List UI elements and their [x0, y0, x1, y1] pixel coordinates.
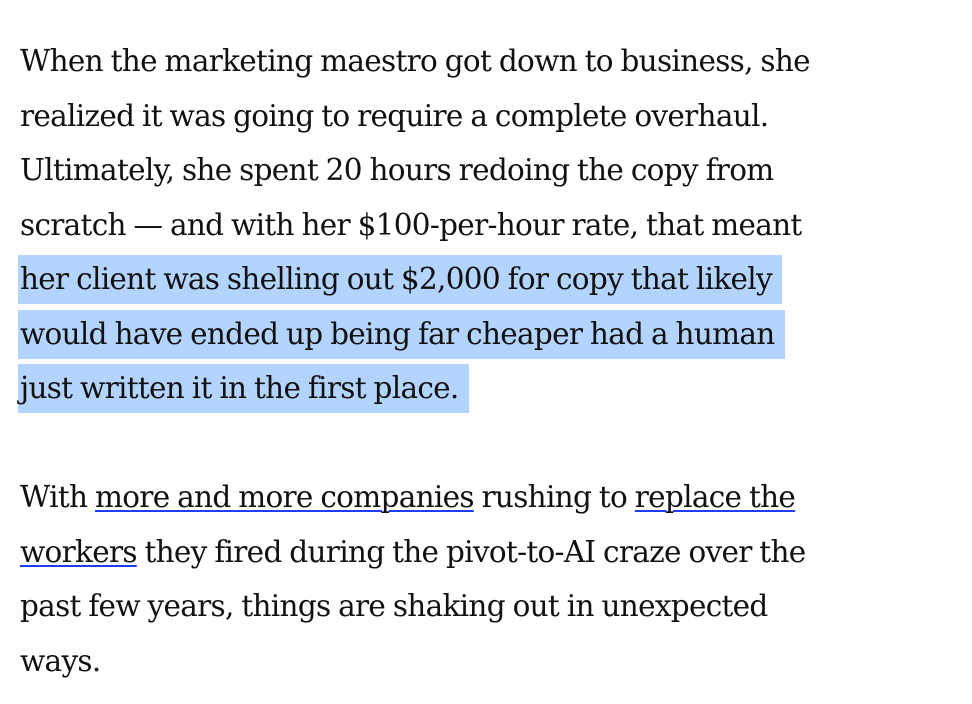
highlighted-line: just written it in the first place.: [18, 361, 960, 416]
paragraph-ai-craze: With more and more companies rushing to …: [20, 470, 960, 688]
paragraph-spacer: [20, 416, 960, 471]
text-fragment: With: [20, 480, 95, 514]
text-line: Ultimately, she spent 20 hours redoing t…: [20, 153, 774, 187]
text-line: past few years, things are shaking out i…: [20, 589, 768, 623]
text-line: With more and more companies rushing to …: [20, 470, 960, 525]
text-line: workers they fired during the pivot-to-A…: [20, 525, 960, 580]
text-selection-highlight[interactable]: her client was shelling out $2,000 for c…: [18, 255, 782, 304]
text-fragment: rushing to: [473, 480, 635, 514]
link-replace-workers[interactable]: replace the: [634, 480, 796, 514]
link-replace-workers-continued[interactable]: workers: [20, 534, 137, 569]
text-line: ways.: [20, 643, 101, 678]
highlighted-line: would have ended up being far cheaper ha…: [18, 307, 960, 362]
text-selection-highlight[interactable]: just written it in the first place.: [18, 364, 469, 413]
link-more-companies[interactable]: more and more companies: [94, 480, 475, 514]
paragraph-overhaul: When the marketing maestro got down to b…: [18, 34, 960, 416]
text-line: scratch — and with her $100-per-hour rat…: [20, 207, 802, 242]
text-line: When the marketing maestro got down to b…: [20, 44, 811, 78]
article-body: When the marketing maestro got down to b…: [18, 34, 960, 688]
text-line: realized it was going to require a compl…: [20, 98, 769, 133]
text-selection-highlight[interactable]: would have ended up being far cheaper ha…: [18, 309, 785, 359]
highlighted-line: her client was shelling out $2,000 for c…: [18, 252, 960, 307]
text-fragment: they fired during the pivot-to-AI craze …: [136, 534, 806, 569]
